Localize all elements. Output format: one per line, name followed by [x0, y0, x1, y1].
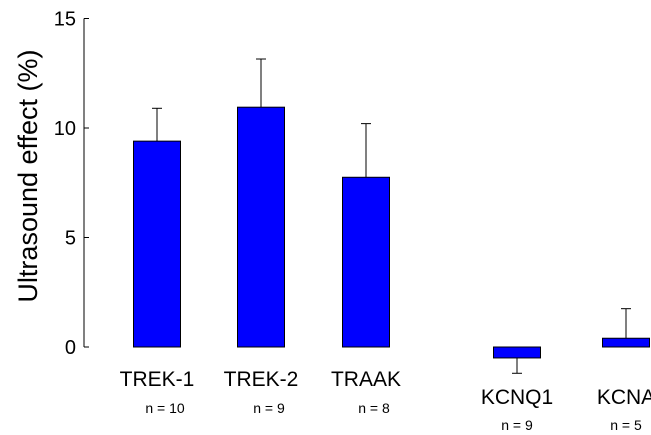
bar-kcnq1: [493, 346, 541, 359]
bars: [133, 106, 650, 359]
category-label: TREK-2: [224, 368, 299, 391]
y-tick-label: 10: [54, 118, 76, 140]
category-label: KCNQ1: [481, 386, 553, 409]
sample-size-label: n = 8: [358, 400, 390, 416]
y-axis-label: Ultrasound effect (%): [13, 49, 43, 302]
sample-size-label: n = 9: [253, 400, 285, 416]
bar-trek-2: [237, 106, 285, 348]
category-labels: TREK-1 n = 10 TREK-2 n = 9 TRAAK n = 8 KCNQ1 n …: [120, 368, 651, 433]
sample-size-label: n = 5: [610, 417, 642, 433]
category-label: KCNA: [597, 386, 651, 409]
bar-kcna: [602, 337, 650, 348]
y-tick-label: 15: [54, 9, 76, 31]
category-label: TRAAK: [331, 368, 401, 391]
sample-size-label: n = 10: [145, 400, 185, 416]
sample-size-label: n = 9: [501, 417, 533, 433]
y-axis: 0 5 10 15: [54, 9, 89, 359]
bar-traak: [342, 176, 390, 348]
y-tick-label: 5: [65, 228, 76, 250]
bar-trek-1: [133, 140, 181, 348]
y-tick-label: 0: [65, 337, 76, 359]
category-label: TREK-1: [120, 368, 195, 391]
error-bars: [152, 58, 631, 374]
